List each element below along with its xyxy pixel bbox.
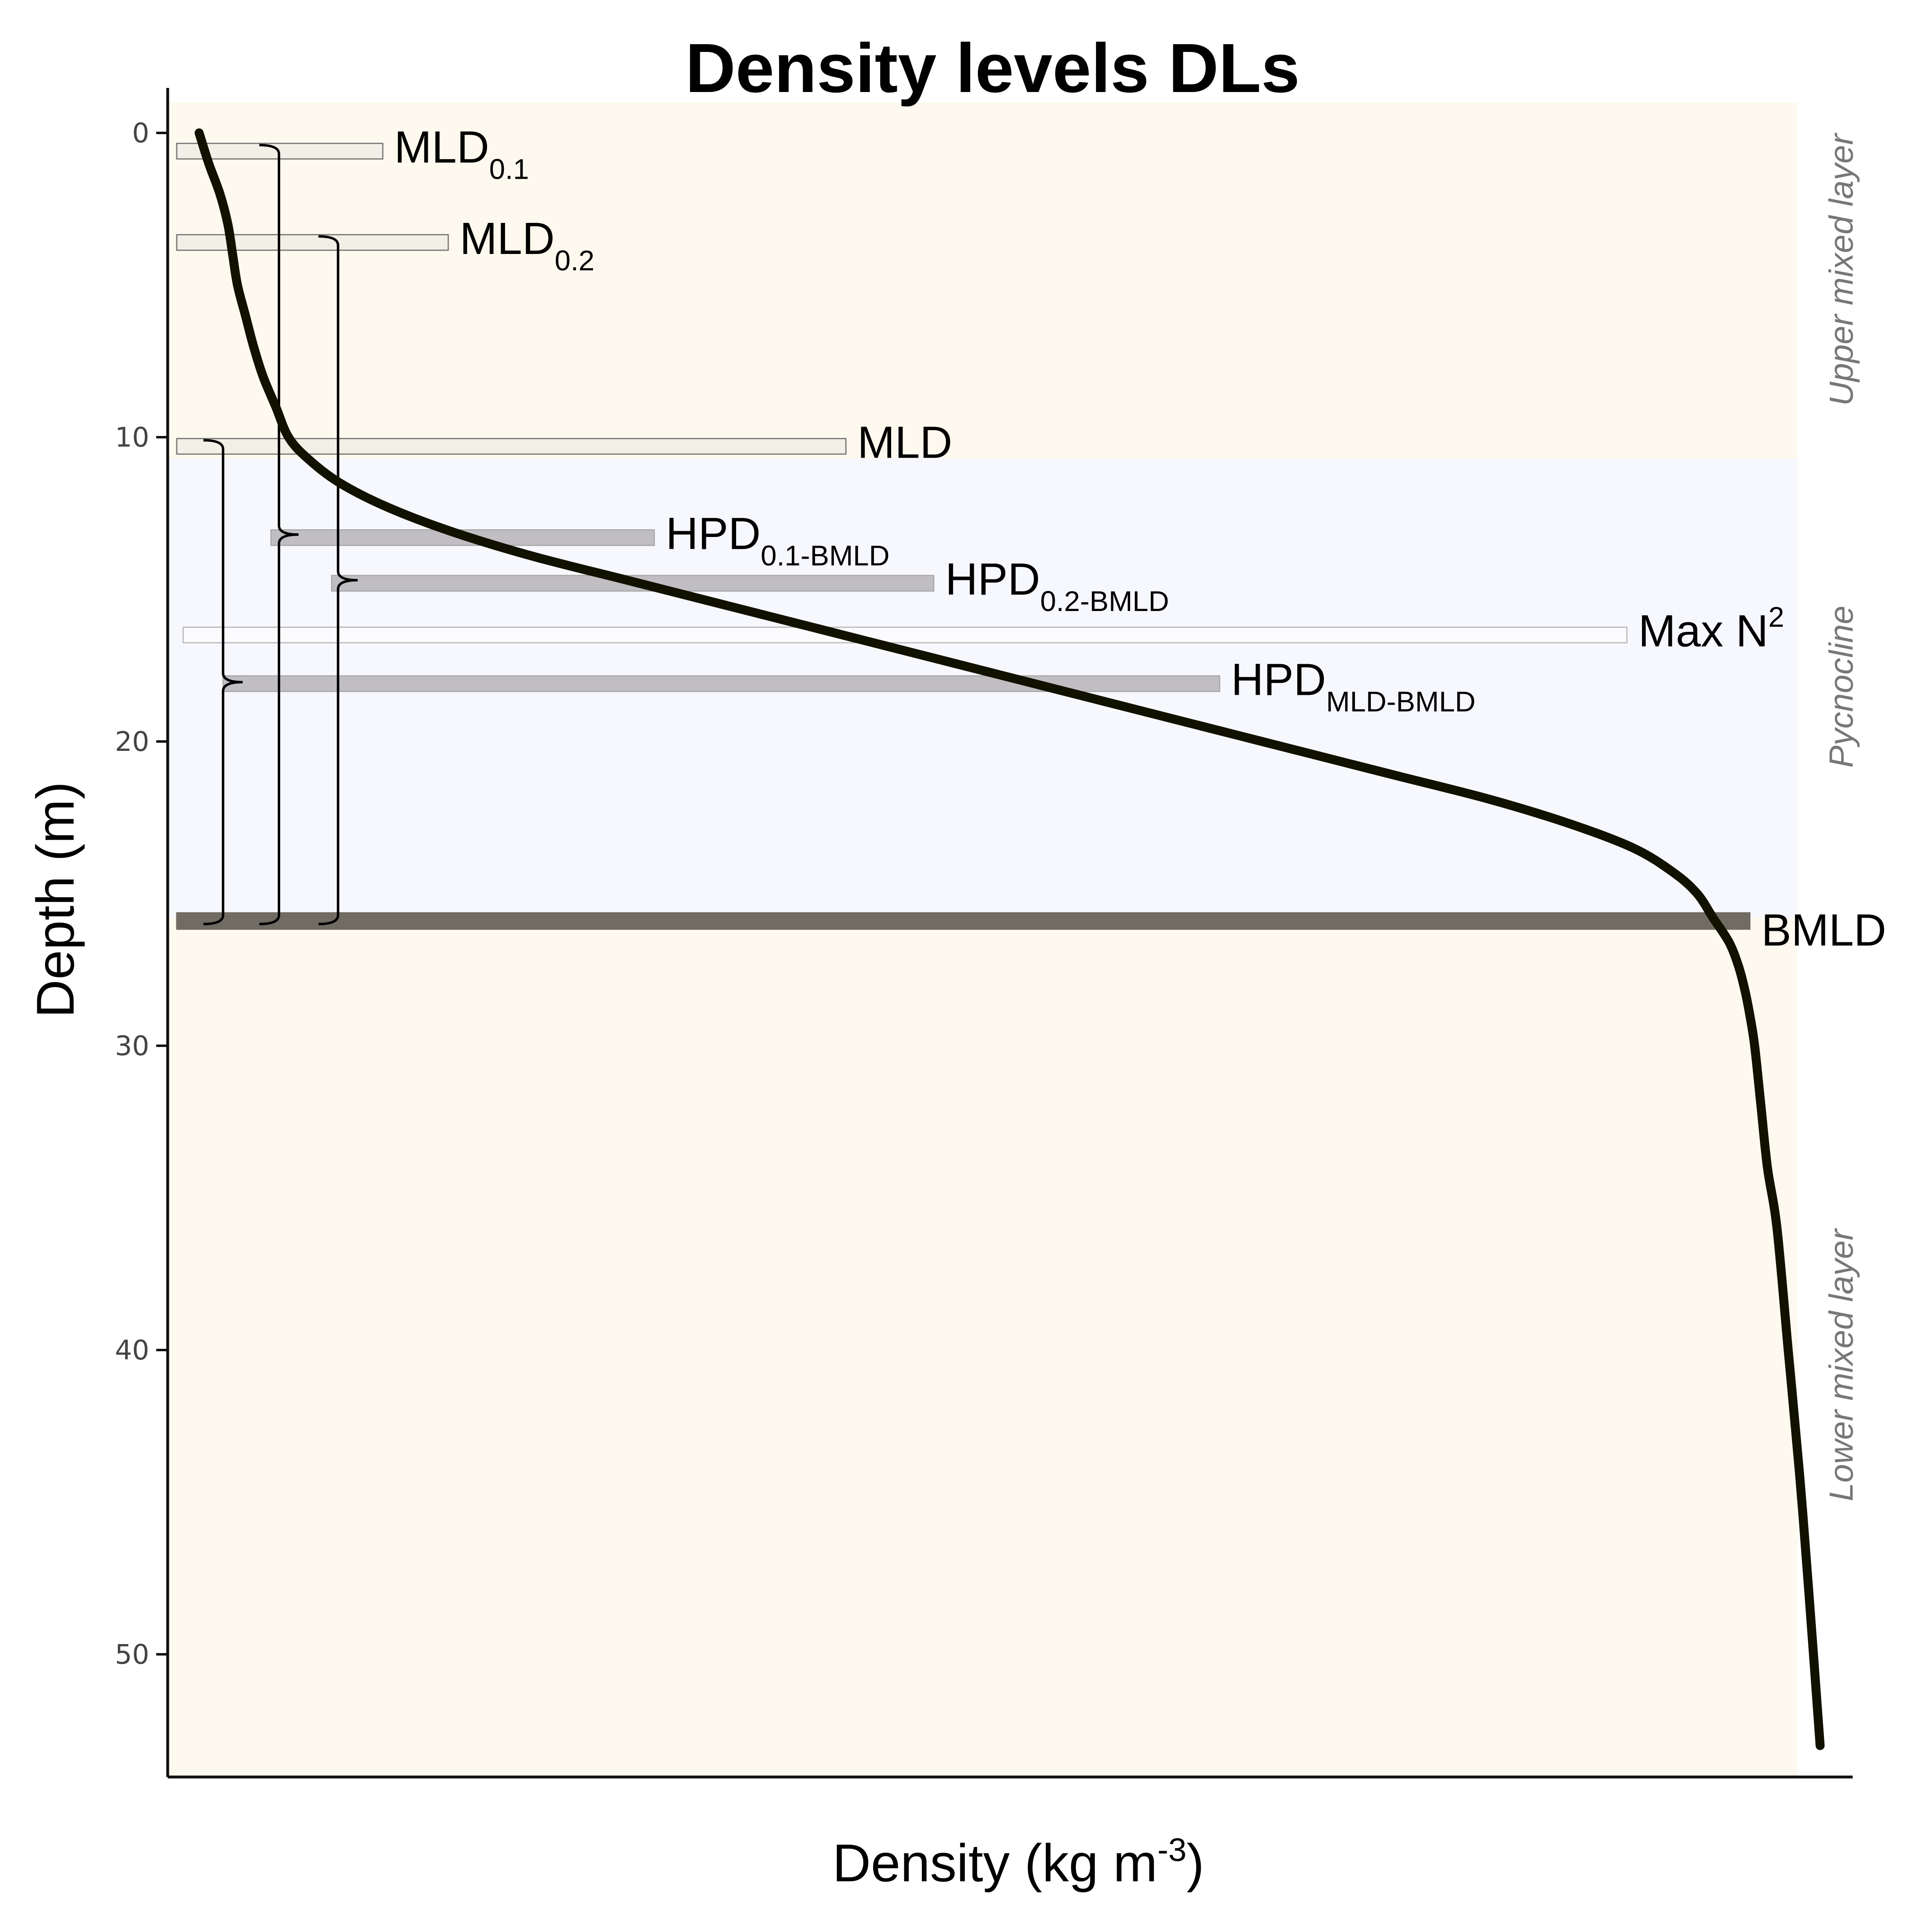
y-tick-label-0: 0	[132, 117, 149, 149]
y-ticks: 0 10 20 30 40 50	[115, 117, 168, 1670]
level-label-sub-0: 0.1	[489, 153, 529, 185]
y-tick-label-3: 30	[115, 1030, 149, 1062]
y-axis-title: Depth (m)	[25, 782, 85, 1018]
y-tick-label-1: 10	[115, 422, 149, 453]
level-label-sub-4: 0.2-BMLD	[1040, 585, 1169, 617]
level-label-sub-6: MLD-BMLD	[1326, 686, 1476, 718]
level-label-2: MLD	[857, 417, 952, 467]
level-bar-7	[176, 912, 1751, 930]
level-label-sub-3: 0.1-BMLD	[761, 540, 890, 572]
level-bar-5	[182, 627, 1628, 644]
level-label-name-3: HPD	[666, 509, 761, 559]
zone-band-0	[168, 102, 1797, 459]
brace-2	[203, 439, 243, 926]
level-label-5: Max N2	[1638, 601, 1784, 656]
level-label-sub-1: 0.2	[555, 245, 594, 276]
y-tick-label-5: 50	[115, 1639, 149, 1670]
level-label-name-5: Max N	[1638, 606, 1768, 656]
x-axis-title-exponent: -3	[1157, 1831, 1186, 1868]
level-label-0: MLD0.1	[394, 122, 529, 185]
x-axis-title-close: )	[1186, 1833, 1204, 1893]
level-label-name-2: MLD	[857, 417, 952, 467]
level-bar-1	[176, 234, 449, 251]
zone-label-1: Pycnocline	[1823, 606, 1860, 768]
zone-labels: Upper mixed layer Pycnocline Lower mixed l…	[1823, 132, 1860, 1501]
chart-title: Density levels DLs	[685, 29, 1300, 107]
density-line-0	[194, 128, 1825, 1750]
level-label-1: MLD0.2	[460, 213, 595, 276]
brace-0	[259, 144, 299, 926]
level-label-7: BMLD	[1761, 905, 1887, 955]
x-axis-title-main: Density (kg m	[832, 1833, 1157, 1893]
x-axis-title: Density (kg m-3)	[832, 1831, 1204, 1893]
level-label-name-1: MLD	[460, 213, 555, 264]
y-tick-label-4: 40	[115, 1334, 149, 1366]
depth-range-braces	[203, 144, 358, 926]
level-bar-2	[176, 438, 847, 455]
level-label-6: HPDMLD-BMLD	[1231, 655, 1476, 718]
level-label-sup-5: 2	[1768, 601, 1784, 633]
level-label-name-6: HPD	[1231, 655, 1326, 705]
level-label-name-4: HPD	[945, 554, 1040, 604]
zone-label-2: Lower mixed layer	[1823, 1228, 1860, 1501]
zone-band-2	[168, 918, 1797, 1777]
y-tick-label-2: 20	[115, 726, 149, 757]
brace-1	[318, 235, 358, 926]
level-label-4: HPD0.2-BMLD	[945, 554, 1169, 617]
level-label-3: HPD0.1-BMLD	[666, 509, 890, 572]
zone-label-0: Upper mixed layer	[1823, 132, 1860, 406]
water-column-zones	[168, 102, 1797, 1777]
level-label-name-7: BMLD	[1761, 905, 1887, 955]
level-label-name-0: MLD	[394, 122, 489, 173]
axes	[166, 88, 1853, 1779]
density-series	[194, 128, 1825, 1750]
